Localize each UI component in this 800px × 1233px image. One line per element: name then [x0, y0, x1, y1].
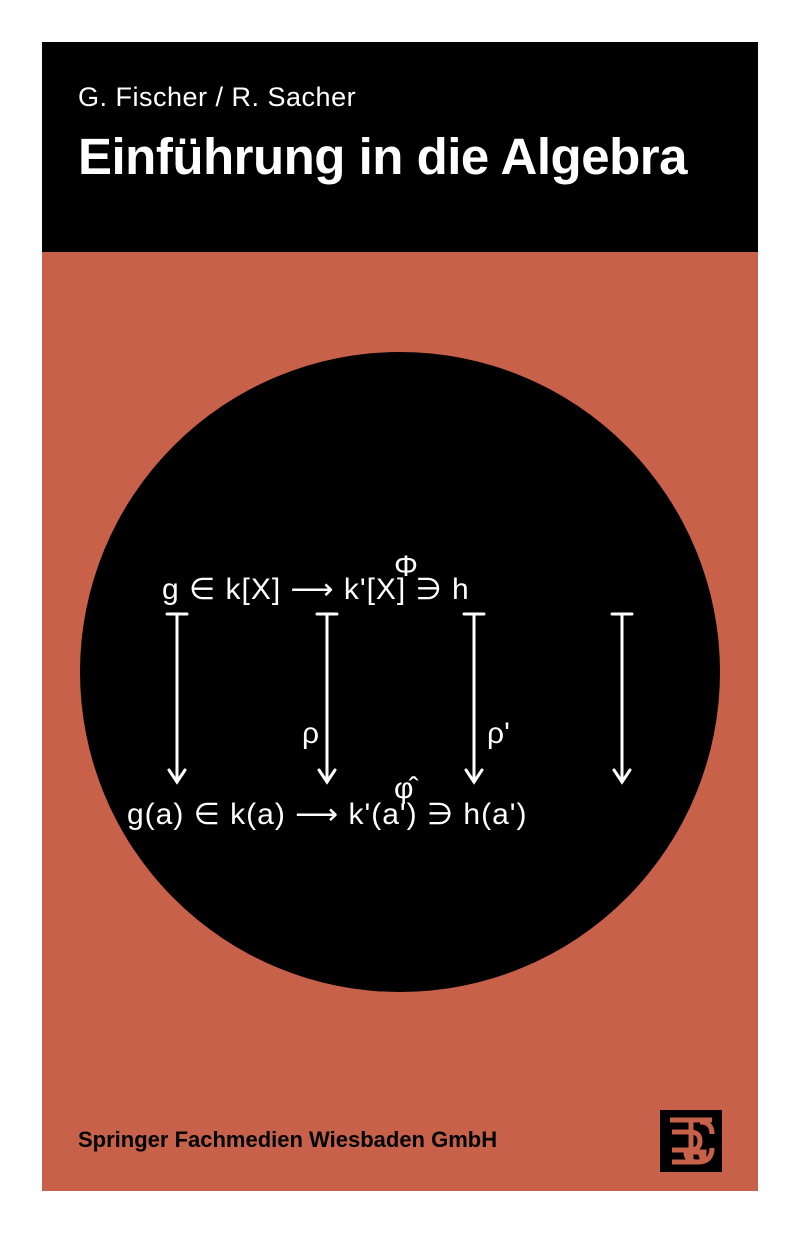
phi-label: Φ	[394, 550, 418, 584]
diagram-top-row: g ∈ k[X] ⟶ k'[X] ∋ h	[162, 572, 470, 607]
footer-band: Springer Fachmedien Wiesbaden GmbH	[42, 1092, 758, 1191]
publisher-logo-icon	[660, 1110, 722, 1172]
diagram-bottom-row: g(a) ∈ k(a) ⟶ k'(a') ∋ h(a')	[127, 797, 528, 832]
publisher-text: Springer Fachmedien Wiesbaden GmbH	[78, 1127, 497, 1153]
book-title: Einführung in die Algebra	[78, 127, 722, 186]
rho-label: ρ	[302, 717, 319, 751]
book-cover: G. Fischer / R. Sacher Einführung in die…	[42, 42, 758, 1191]
body-band: g ∈ k[X] ⟶ k'[X] ∋ h g(a) ∈ k(a) ⟶ k'(a'…	[42, 252, 758, 1092]
diagram-circle	[80, 352, 720, 992]
authors-text: G. Fischer / R. Sacher	[78, 82, 722, 113]
phi-hat-label: φ̂	[394, 772, 413, 806]
rho-prime-label: ρ'	[487, 717, 510, 751]
header-band: G. Fischer / R. Sacher Einführung in die…	[42, 42, 758, 252]
